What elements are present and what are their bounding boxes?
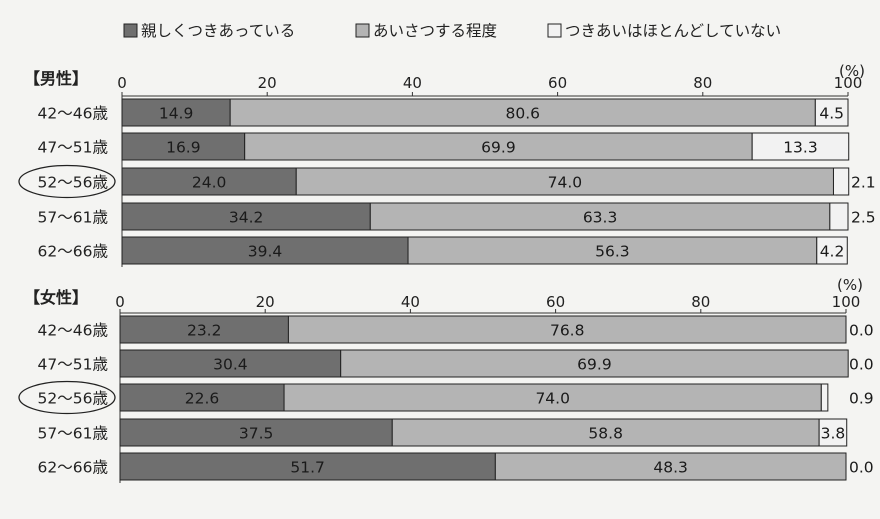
value-label-male-52-56-s2: 74.0 [548,174,583,192]
legend-item-greeting-label: あいさつする程度 [373,22,497,40]
panel-title-female: 【女性】 [24,288,88,307]
value-label-female-42-46-s2: 76.8 [550,322,585,340]
bar-segment-female-52-56-s2 [283,383,822,412]
value-label-male-42-46-s1: 14.9 [159,105,194,123]
unit-label-female: (%) [837,276,863,294]
bar-segment-male-62-66-s2 [407,236,818,265]
value-label-female-62-66-s3: 0.0 [849,459,874,477]
legend-item-close-label: 親しくつきあっている [141,22,295,40]
value-label-female-52-56-s2: 74.0 [535,390,570,408]
bar-segment-female-52-56-s3 [820,383,829,412]
unit-label-male: (%) [839,62,865,80]
value-label-female-47-51-s1: 30.4 [213,356,248,374]
category-label-female-47-51: 47〜51歳 [38,356,108,374]
bar-segment-male-52-56-s3 [832,167,850,196]
value-label-male-62-66-s3: 4.2 [820,243,845,261]
bar-segment-female-42-46-s1 [119,315,289,344]
x-tick-label-male-100: 100 [834,74,863,92]
value-label-female-57-61-s3: 3.8 [821,425,846,443]
x-tick-label-male-40: 40 [403,74,422,92]
value-label-female-62-66-s1: 51.7 [290,459,325,477]
value-label-male-62-66-s2: 56.3 [595,243,630,261]
bar-segment-male-42-46-s3 [814,98,849,127]
category-label-male-57-61: 57〜61歳 [38,209,108,227]
value-label-male-57-61-s3: 2.5 [851,209,876,227]
bar-segment-female-57-61-s3 [818,418,848,447]
value-label-female-47-51-s3: 0.0 [849,356,874,374]
legend-item-none-label: つきあいはほとんどしていない [565,22,781,40]
legend-item-close-swatch [123,23,138,38]
x-tick-label-female-60: 60 [546,293,565,311]
value-label-female-47-51-s2: 69.9 [577,356,612,374]
value-label-female-57-61-s2: 58.8 [588,425,623,443]
value-label-male-57-61-s2: 63.3 [583,209,618,227]
bar-segment-male-57-61-s1 [121,202,371,231]
bar-segment-male-62-66-s3 [816,236,848,265]
x-tick-label-male-80: 80 [693,74,712,92]
bar-segment-male-47-51-s3 [751,132,850,161]
x-tick-label-male-60: 60 [548,74,567,92]
value-label-male-52-56-s3: 2.1 [851,174,876,192]
value-label-male-62-66-s1: 39.4 [248,243,283,261]
category-label-female-57-61: 57〜61歳 [38,425,108,443]
value-label-male-47-51-s2: 69.9 [481,139,516,157]
bar-segment-female-52-56-s1 [119,383,285,412]
bar-segment-male-52-56-s1 [121,167,297,196]
category-label-male-47-51: 47〜51歳 [38,139,108,157]
panel-title-male: 【男性】 [24,69,88,88]
category-label-male-52-56: 52〜56歳 [38,174,108,192]
bar-segment-male-47-51-s1 [121,132,246,161]
bar-segment-female-57-61-s2 [391,418,820,447]
x-tick-label-male-0: 0 [117,74,127,92]
value-label-female-57-61-s1: 37.5 [239,425,274,443]
x-tick-label-female-20: 20 [256,293,275,311]
value-label-male-47-51-s1: 16.9 [166,139,201,157]
category-label-male-62-66: 62〜66歳 [38,243,108,261]
bar-segment-male-57-61-s3 [829,202,849,231]
x-tick-label-female-80: 80 [691,293,710,311]
category-label-female-62-66: 62〜66歳 [38,459,108,477]
value-label-male-42-46-s3: 4.5 [819,105,844,123]
bar-segment-male-57-61-s2 [369,202,831,231]
x-tick-label-male-20: 20 [258,74,277,92]
legend-item-none-swatch [547,23,562,38]
bar-segment-female-42-46-s2 [287,315,847,344]
value-label-female-62-66-s2: 48.3 [653,459,688,477]
value-label-male-57-61-s1: 34.2 [229,209,264,227]
value-label-female-52-56-s1: 22.6 [185,390,220,408]
value-label-female-42-46-s3: 0.0 [849,322,874,340]
value-label-male-52-56-s1: 24.0 [192,174,227,192]
value-label-female-42-46-s1: 23.2 [187,322,222,340]
value-label-female-52-56-s3: 0.9 [849,390,874,408]
highlight-circle-male [18,164,116,199]
bar-segment-male-42-46-s1 [121,98,231,127]
category-label-female-42-46: 42〜46歳 [38,322,108,340]
bar-segment-male-62-66-s1 [121,236,409,265]
value-label-male-42-46-s2: 80.6 [505,105,540,123]
bar-segment-female-57-61-s1 [119,418,393,447]
x-tick-label-female-100: 100 [832,293,861,311]
bar-segment-female-62-66-s2 [494,452,847,481]
category-label-female-52-56: 52〜56歳 [38,390,108,408]
highlight-circle-female [18,380,116,415]
x-tick-label-female-40: 40 [401,293,420,311]
legend-item-greeting-swatch [355,23,370,38]
category-label-male-42-46: 42〜46歳 [38,105,108,123]
bar-segment-female-47-51-s2 [340,349,849,378]
value-label-male-47-51-s3: 13.3 [783,139,818,157]
x-tick-label-female-0: 0 [115,293,125,311]
